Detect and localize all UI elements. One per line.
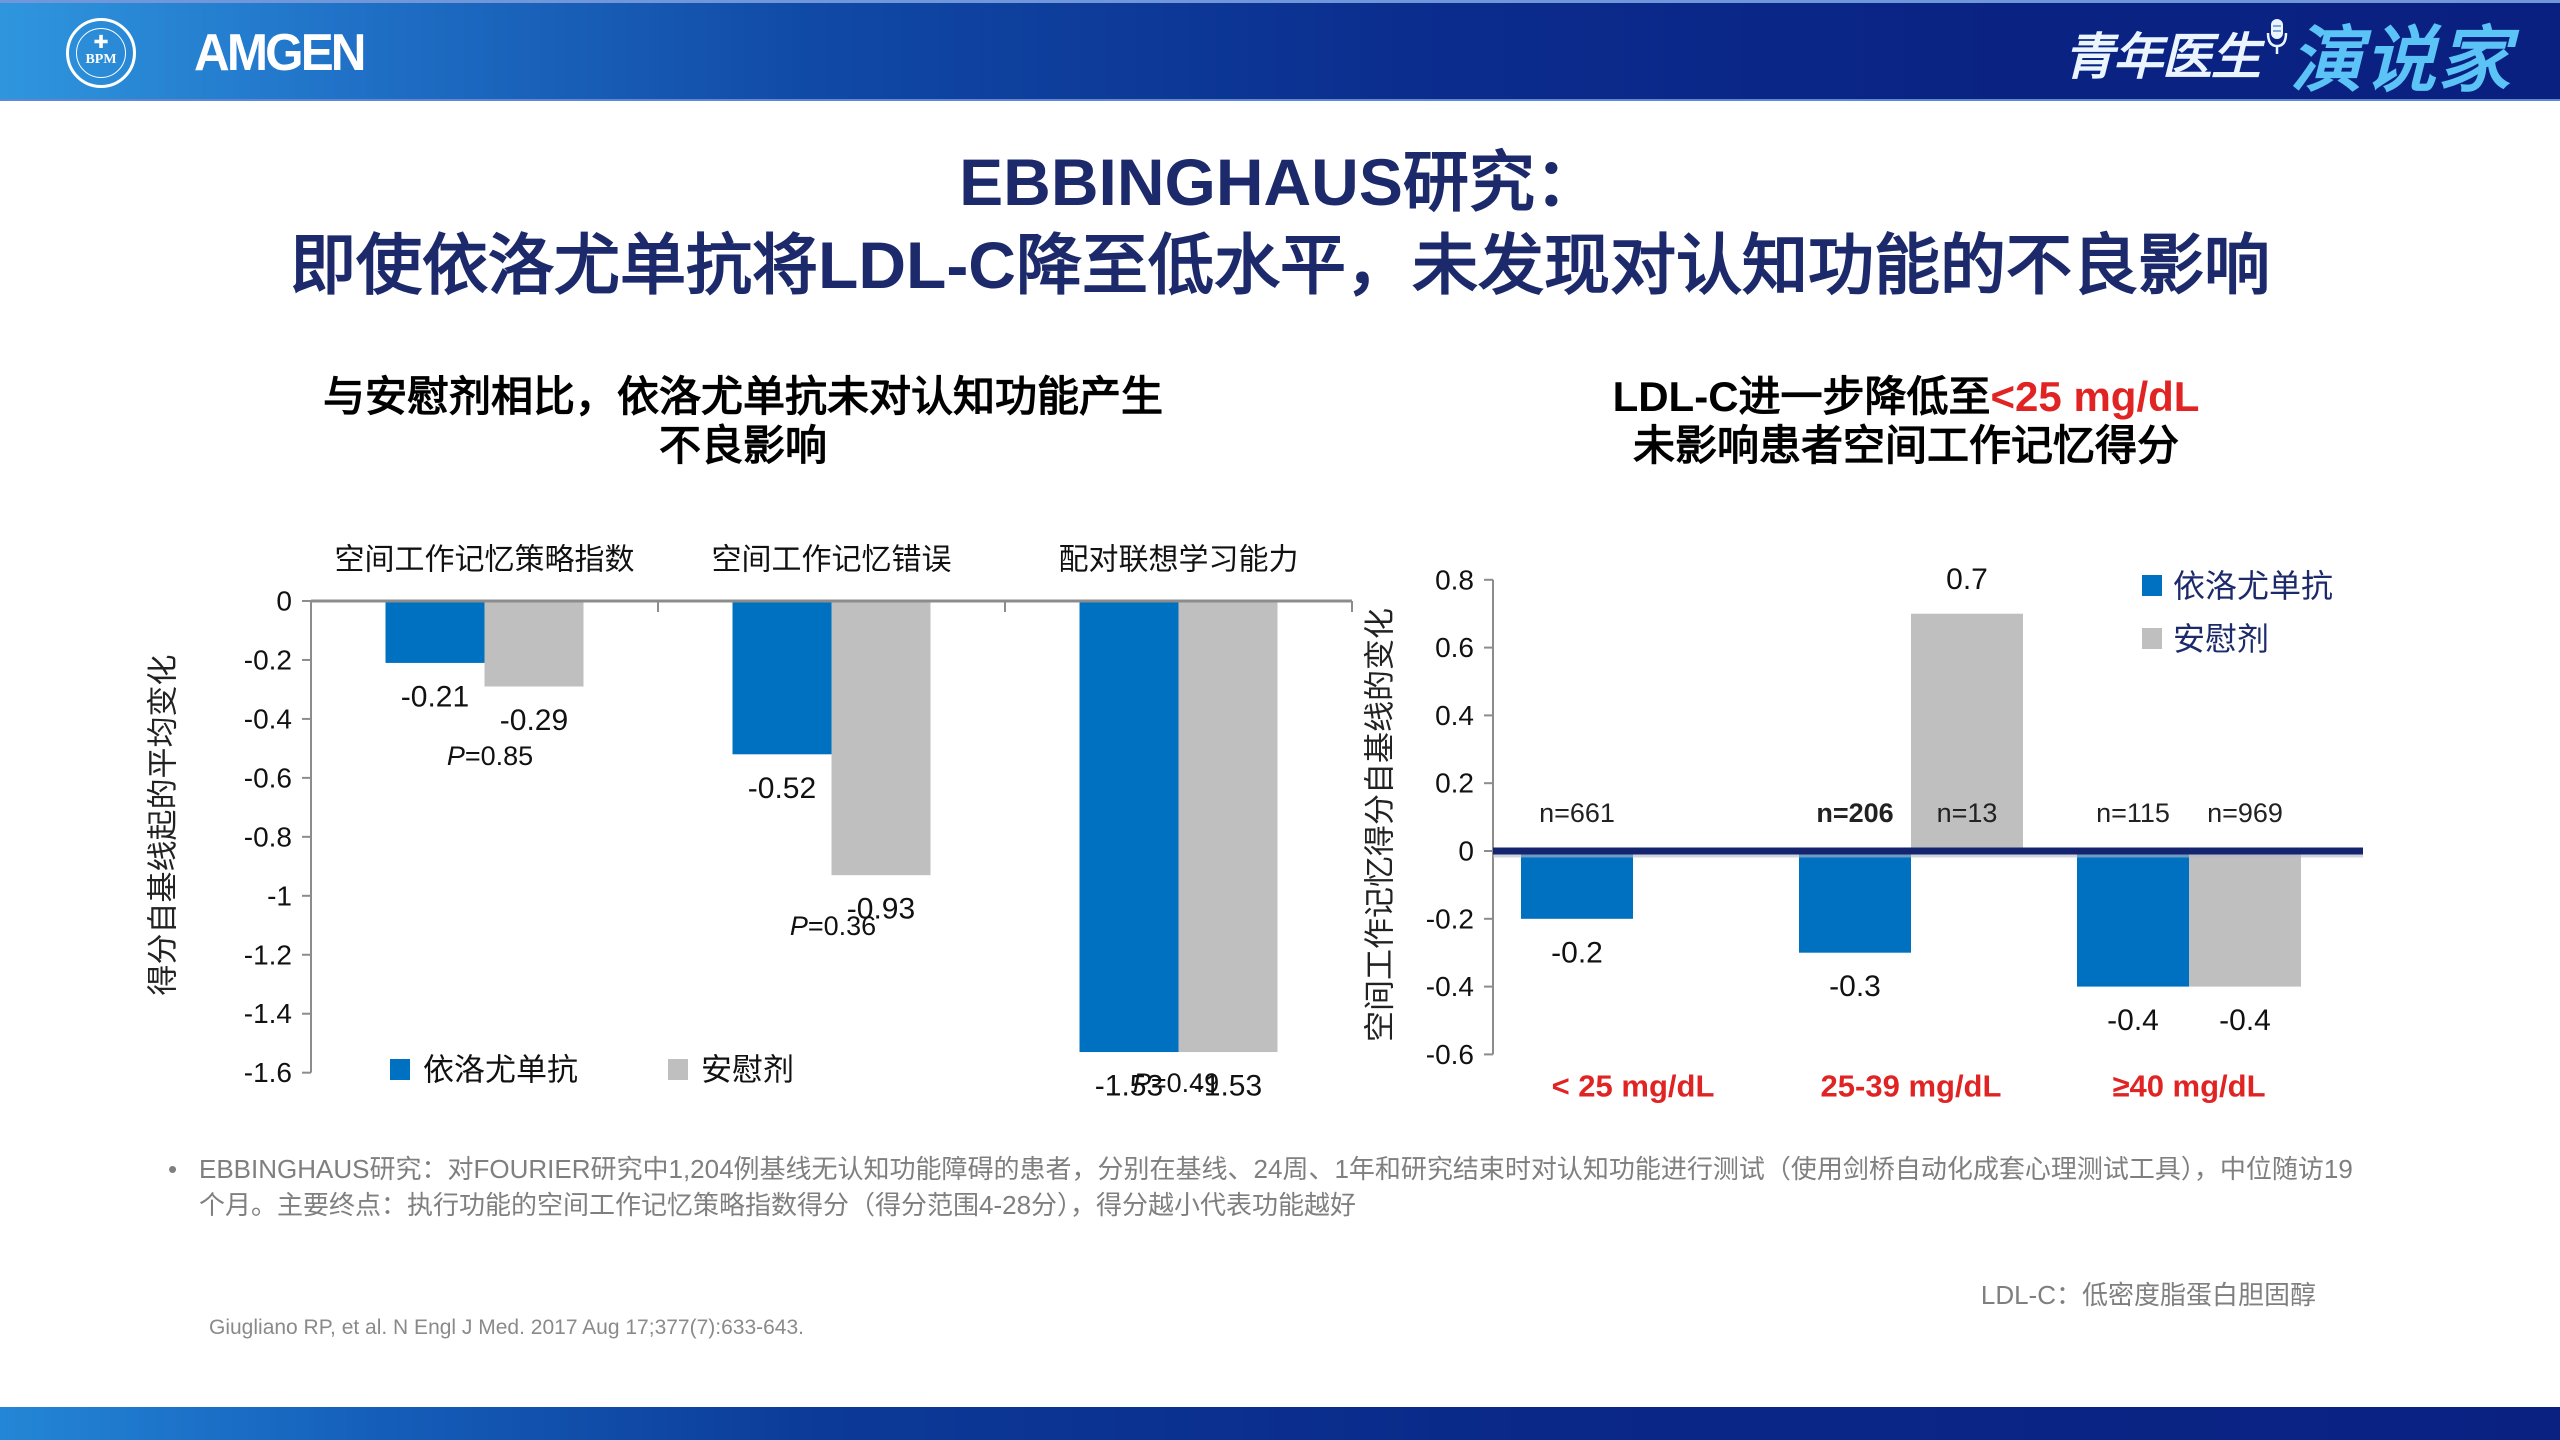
bar-evolocumab: [1799, 851, 1911, 953]
y-tick-label: -0.6: [1426, 1039, 1474, 1070]
p-value-symbol: P: [447, 741, 465, 771]
data-label: -0.4: [2219, 1004, 2271, 1037]
abbreviation-note: LDL-C：低密度脂蛋白胆固醇: [1980, 1280, 2316, 1310]
data-label: -0.2: [1551, 936, 1603, 969]
right-chart-heading-text: LDL-C进一步降低至: [1612, 373, 1991, 420]
y-tick-label: 0.6: [1435, 632, 1474, 663]
p-value-label: P=0.49: [1133, 1068, 1219, 1098]
header-bar: ✚ BPM AMGEN 青年医生 演说家: [0, 0, 2560, 101]
bar-evolocumab: [732, 601, 832, 755]
left-chart-heading: 与安慰剂相比，依洛尤单抗未对认知功能产生 不良影响: [243, 372, 1243, 470]
data-label: -0.93: [847, 893, 915, 926]
sample-size-label: n=115: [2096, 798, 2170, 828]
page-title: EBBINGHAUS研究： 即使依洛尤单抗将LDL-C降至低水平，未发现对认知功…: [0, 141, 2560, 307]
bar-placebo: [1911, 613, 2023, 851]
data-label: -0.3: [1829, 970, 1881, 1003]
y-tick-label: -0.4: [244, 703, 292, 734]
y-tick-label: -0.4: [1426, 971, 1474, 1002]
category-label: 配对联想学习能力: [1059, 544, 1299, 577]
y-tick-label: 0.2: [1435, 768, 1474, 799]
data-label: -0.21: [401, 680, 469, 713]
y-tick-label: 0.8: [1435, 564, 1474, 595]
bar-placebo: [1178, 601, 1278, 1053]
bar-placebo: [2189, 851, 2301, 987]
legend-swatch-evolocumab: [2142, 575, 2162, 596]
bpm-logo-text: BPM: [85, 52, 117, 67]
bar-placebo: [831, 601, 931, 876]
sample-size-label: n=969: [2207, 798, 2283, 828]
category-label: < 25 mg/dL: [1552, 1069, 1715, 1104]
bullet-icon: •: [168, 1154, 178, 1184]
data-label: -1.53: [1194, 1070, 1262, 1103]
cross-emblem-icon: ✚: [93, 32, 109, 52]
y-tick-label: -1.4: [244, 998, 292, 1029]
data-label: 0.7: [1946, 563, 1988, 596]
legend-label: 依洛尤单抗: [2173, 568, 2333, 604]
y-tick-label: -1.2: [244, 939, 292, 970]
category-label: 空间工作记忆策略指数: [335, 544, 635, 577]
p-value-number: =0.85: [465, 741, 533, 771]
legend-swatch-placebo: [2142, 628, 2162, 649]
right-chart-heading-line1: LDL-C进一步降低至<25 mg/dL: [1506, 372, 2306, 421]
citation: Giugliano RP, et al. N Engl J Med. 2017 …: [209, 1316, 805, 1339]
event-brand-part1: 青年医生: [2063, 29, 2261, 85]
right-chart-heading-line2: 未影响患者空间工作记忆得分: [1632, 422, 2179, 469]
data-label: -0.4: [2107, 1004, 2159, 1037]
event-brand-logo: 青年医生 演说家: [2063, 11, 2512, 101]
y-tick-label: -0.2: [244, 644, 292, 675]
sample-size-label: n=661: [1539, 798, 1615, 828]
category-label: 空间工作记忆错误: [712, 544, 952, 577]
legend-swatch-placebo: [668, 1059, 688, 1080]
bar-placebo: [484, 601, 584, 687]
bar-evolocumab: [1079, 601, 1179, 1053]
category-label: ≥40 mg/dL: [2112, 1069, 2265, 1104]
y-tick-label: 0: [1458, 836, 1474, 867]
p-value-label: P=0.85: [447, 741, 533, 771]
bpm-logo-inner-ring: ✚ BPM: [76, 28, 126, 78]
legend-label: 安慰剂: [701, 1053, 794, 1088]
y-axis-title: 空间工作记忆得分自基线的变化: [1363, 608, 1398, 1042]
bpm-logo: ✚ BPM: [66, 18, 136, 88]
y-tick-label: -0.2: [1426, 903, 1474, 934]
p-value-symbol: P: [790, 911, 808, 941]
y-axis-title: 得分自基线起的平均变化: [146, 655, 181, 996]
study-footnote-text: EBBINGHAUS研究：对FOURIER研究中1,204例基线无认知功能障碍的…: [199, 1154, 2353, 1220]
legend-label: 依洛尤单抗: [423, 1053, 578, 1088]
p-value-symbol: P: [1133, 1068, 1151, 1098]
left-chart-heading-line1: 与安慰剂相比，依洛尤单抗未对认知功能产生: [322, 373, 1163, 420]
left-chart-heading-line2: 不良影响: [658, 422, 827, 469]
microphone-icon: [2266, 17, 2288, 61]
y-tick-label: 0: [276, 586, 292, 617]
data-label: -1.53: [1095, 1070, 1163, 1103]
y-tick-label: -0.8: [244, 821, 292, 852]
sample-size-label: n=206: [1816, 798, 1893, 828]
data-label: -0.52: [748, 772, 816, 805]
y-tick-label: -0.6: [244, 762, 292, 793]
amgen-logo: AMGEN: [194, 24, 366, 82]
category-label: 25-39 mg/dL: [1821, 1069, 2002, 1104]
y-tick-label: -1: [267, 880, 292, 911]
study-footnote: • EBBINGHAUS研究：对FOURIER研究中1,204例基线无认知功能障…: [168, 1151, 2358, 1223]
page-title-line1: EBBINGHAUS研究：: [959, 145, 1601, 219]
footer-bar: [0, 1407, 2560, 1440]
bar-evolocumab: [385, 601, 485, 663]
bar-evolocumab: [2077, 851, 2189, 987]
right-chart-heading-highlight: <25 mg/dL: [1990, 373, 2200, 420]
p-value-number: =0.49: [1151, 1068, 1219, 1098]
y-tick-label: -1.6: [244, 1057, 292, 1088]
p-value-number: =0.36: [808, 911, 876, 941]
legend-label: 安慰剂: [2173, 621, 2269, 657]
y-tick-label: 0.4: [1435, 700, 1474, 731]
p-value-label: P=0.36: [790, 911, 876, 941]
right-chart-heading: LDL-C进一步降低至<25 mg/dL 未影响患者空间工作记忆得分: [1506, 372, 2306, 470]
event-brand-part2: 演说家: [2289, 20, 2512, 101]
data-label: -0.29: [500, 704, 568, 737]
sample-size-label: n=13: [1937, 798, 1998, 828]
bar-evolocumab: [1521, 851, 1633, 919]
page-title-line2: 即使依洛尤单抗将LDL-C降至低水平，未发现对认知功能的不良影响: [290, 228, 2270, 302]
legend-swatch-evolocumab: [390, 1059, 410, 1080]
